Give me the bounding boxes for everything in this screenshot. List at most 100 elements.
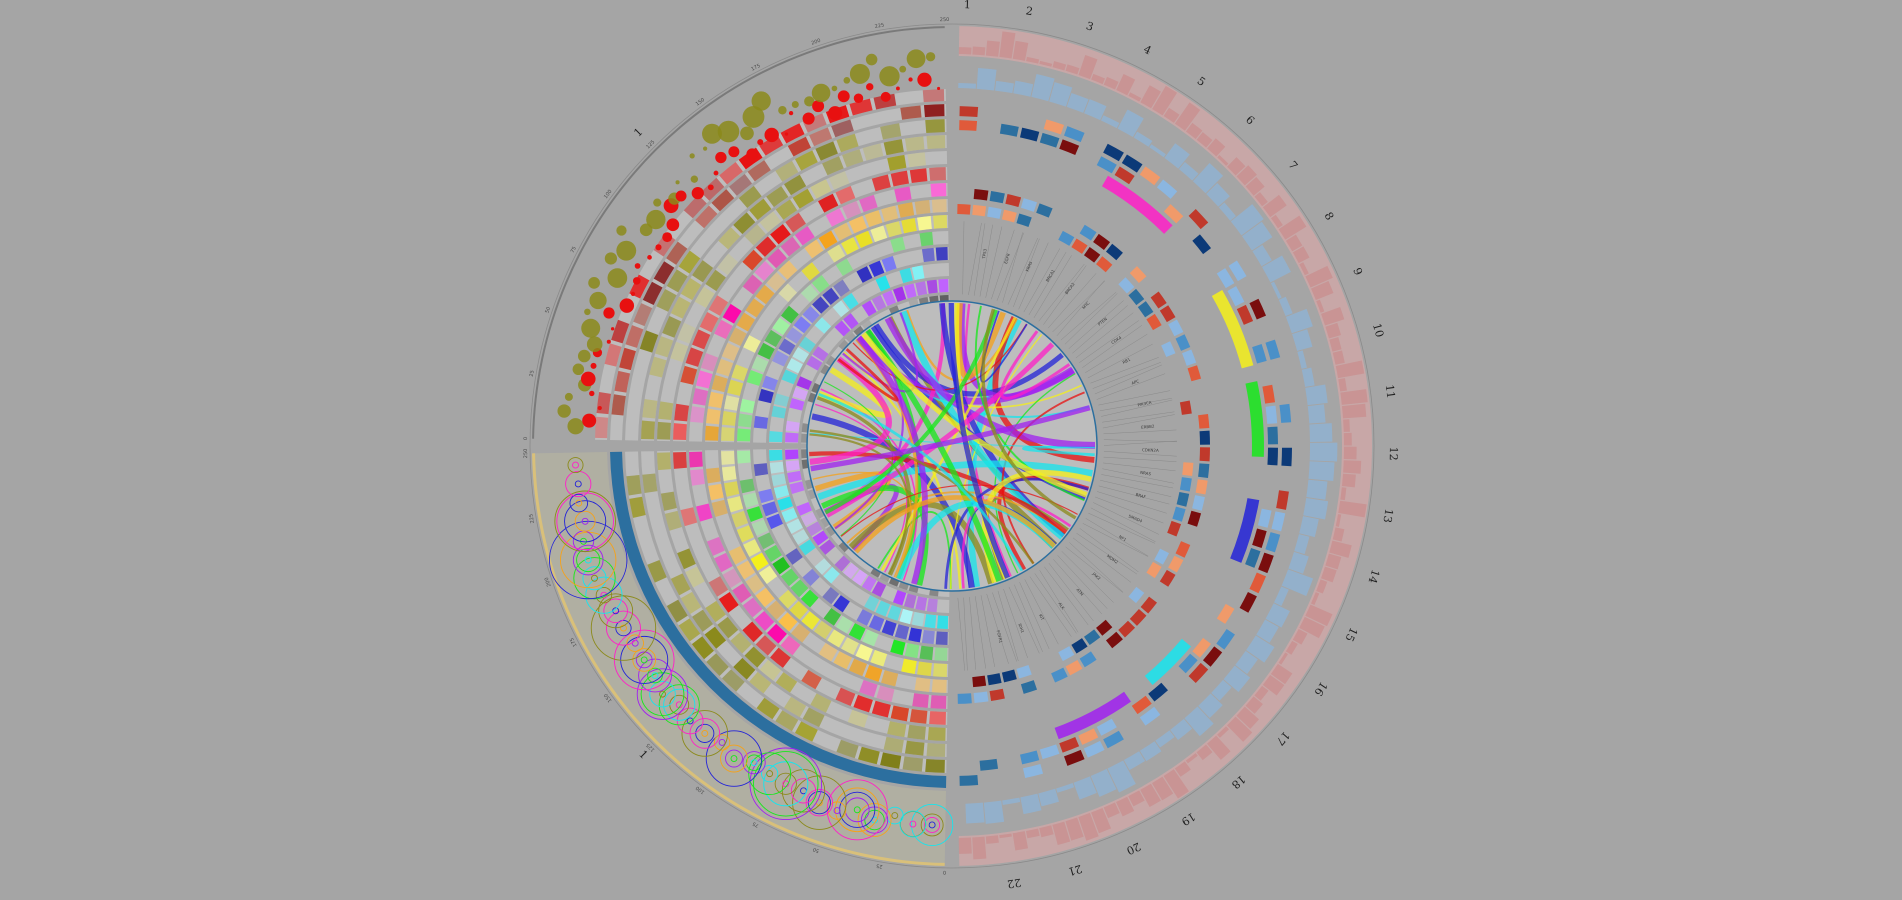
tick-label: 225 bbox=[528, 513, 536, 523]
ring-cell bbox=[864, 595, 880, 612]
ring-cell bbox=[730, 632, 752, 654]
ring-cell bbox=[855, 230, 873, 248]
ring-cell bbox=[938, 279, 949, 293]
bubble-red bbox=[707, 184, 714, 191]
step-bar bbox=[958, 82, 977, 89]
hist-bar bbox=[1091, 807, 1112, 834]
ring-cell bbox=[696, 370, 713, 389]
tick-label: 0 bbox=[523, 437, 529, 440]
heat-cell bbox=[1103, 143, 1124, 162]
bubble-olive bbox=[703, 146, 708, 151]
chromosome-label-22: 22 bbox=[1006, 876, 1022, 891]
gene-connector bbox=[1079, 528, 1139, 573]
ring-cell bbox=[766, 513, 784, 530]
accent-band-5 bbox=[1054, 691, 1131, 740]
ring-cell bbox=[792, 529, 809, 545]
ring-cell bbox=[902, 756, 923, 772]
hist-bar bbox=[1338, 500, 1367, 518]
bubble-red bbox=[853, 93, 864, 103]
heat-cell bbox=[1016, 213, 1032, 227]
ring-cell bbox=[664, 510, 682, 531]
ring-cell bbox=[880, 752, 902, 769]
ring-cell bbox=[711, 375, 728, 393]
ring-cell bbox=[673, 423, 687, 440]
gene-connector bbox=[1102, 468, 1174, 484]
chromosome-label-12: 12 bbox=[1387, 447, 1400, 461]
heat-cell bbox=[1159, 569, 1176, 587]
glyph-circle bbox=[857, 803, 892, 838]
heat-cell bbox=[1257, 508, 1272, 528]
glyph-circle bbox=[725, 749, 743, 768]
gene-label: FGFR1 bbox=[996, 630, 1004, 644]
step-bar bbox=[1031, 73, 1055, 102]
hist-bar bbox=[1236, 706, 1259, 729]
heat-cell bbox=[1118, 277, 1135, 294]
glyph-circle bbox=[713, 734, 731, 751]
ring-cell bbox=[773, 485, 790, 499]
step-bar bbox=[1309, 423, 1333, 442]
ring-cell bbox=[755, 284, 775, 305]
tick-label: 250 bbox=[523, 449, 529, 459]
ring-cell bbox=[832, 300, 849, 318]
glyph-circle bbox=[556, 492, 614, 551]
gene-connector bbox=[1007, 237, 1038, 305]
ring-cell bbox=[727, 496, 744, 513]
tick-label: 125 bbox=[645, 742, 656, 753]
ring-cell bbox=[670, 296, 691, 319]
tick-label: 25 bbox=[529, 370, 536, 377]
ring-cell bbox=[721, 450, 735, 465]
chromosome-label-5: 5 bbox=[1195, 74, 1208, 89]
ring-cell bbox=[871, 700, 891, 718]
glyph-circle bbox=[753, 751, 819, 817]
hist-bar bbox=[1091, 73, 1105, 85]
chromosome-label-10: 10 bbox=[1370, 322, 1386, 339]
bubble-olive bbox=[607, 268, 628, 288]
heat-cell bbox=[1154, 548, 1170, 565]
ring-cell bbox=[848, 623, 866, 641]
heat-cell bbox=[1001, 669, 1017, 683]
ring-cell bbox=[871, 295, 887, 311]
ring-cell bbox=[915, 596, 928, 611]
ring-cell bbox=[714, 552, 733, 573]
ring-cell bbox=[861, 575, 877, 592]
ring-cell bbox=[706, 653, 729, 677]
step-bar bbox=[1256, 619, 1279, 643]
step-bar bbox=[1230, 204, 1264, 236]
hist-bar bbox=[1103, 76, 1119, 90]
ring-cell bbox=[639, 330, 659, 353]
heat-cell bbox=[989, 190, 1005, 204]
ring-cell bbox=[801, 669, 822, 690]
hist-bar bbox=[1152, 85, 1178, 116]
link-ribbon bbox=[949, 334, 1043, 590]
ring-cell bbox=[755, 236, 777, 257]
bubble-red bbox=[675, 190, 687, 202]
heat-cell bbox=[1187, 365, 1202, 382]
heat-cell bbox=[973, 188, 989, 201]
link-ribbon bbox=[817, 460, 1093, 501]
heat-cell bbox=[1202, 646, 1223, 667]
heat-cell bbox=[1065, 659, 1083, 676]
heat-cell bbox=[1071, 638, 1088, 654]
heat-cell bbox=[1019, 127, 1040, 142]
ring-cell bbox=[717, 253, 739, 276]
glyph-circle bbox=[807, 791, 831, 815]
heat-cell bbox=[1252, 343, 1267, 364]
ring-cell bbox=[822, 587, 840, 605]
ring-cell bbox=[833, 651, 852, 670]
heat-cell bbox=[1265, 405, 1278, 424]
ring-cell bbox=[642, 398, 658, 419]
gene-connector bbox=[1002, 232, 1024, 303]
hist-bar bbox=[1140, 85, 1161, 109]
link-ribbon bbox=[999, 330, 1071, 400]
hist-bar bbox=[1332, 527, 1345, 542]
ring-cell bbox=[904, 283, 917, 299]
ring-cell bbox=[728, 546, 747, 565]
hist-bar bbox=[1270, 663, 1293, 685]
ring-cell bbox=[780, 305, 799, 324]
chromosome-label-21: 21 bbox=[1067, 862, 1084, 878]
ring-cell bbox=[759, 134, 784, 156]
ring-cell bbox=[780, 568, 799, 587]
hist-bar bbox=[1174, 761, 1191, 777]
hist-bar bbox=[1270, 214, 1283, 229]
